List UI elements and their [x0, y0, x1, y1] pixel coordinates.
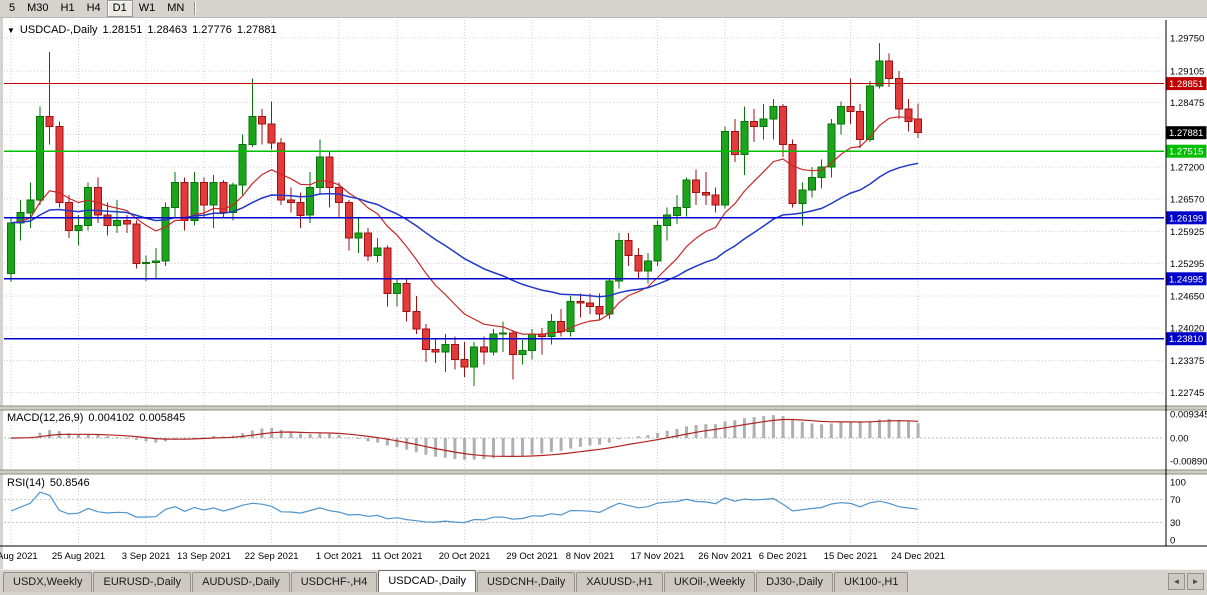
svg-text:15 Dec 2021: 15 Dec 2021 [824, 551, 878, 562]
svg-text:30: 30 [1170, 518, 1181, 529]
timeframe-button-d1[interactable]: D1 [106, 0, 133, 17]
ma-fast-line [10, 116, 919, 336]
svg-text:1.25295: 1.25295 [1170, 259, 1204, 270]
svg-text:1.29750: 1.29750 [1170, 34, 1204, 45]
rsi-value: 50.8546 [49, 477, 90, 489]
chart-dropdown-icon[interactable]: ▼ [7, 25, 15, 35]
svg-text:1 Oct 2021: 1 Oct 2021 [316, 551, 362, 562]
svg-text:13 Sep 2021: 13 Sep 2021 [177, 551, 231, 562]
toolbar-separator [194, 2, 197, 15]
timeframe-button-h4[interactable]: H4 [86, 2, 101, 14]
ma-slow-line [10, 162, 919, 298]
price-chart-canvas[interactable]: 1.297501.291051.284751.278451.272001.265… [0, 18, 1207, 569]
svg-text:1.24995: 1.24995 [1169, 274, 1203, 285]
rsi-line [10, 491, 919, 524]
price-line-label: 1.27515 [1166, 144, 1207, 158]
svg-text:17 Nov 2021: 17 Nov 2021 [631, 551, 685, 562]
current-price-label: 1.27881 [1166, 126, 1207, 140]
chart-title: ▼ USDCAD-,Daily 1.28151 1.28463 1.27776 … [7, 24, 277, 36]
timeframe-toolbar: 5 M30 H1 H4 D1 W1 MN [0, 0, 1207, 18]
svg-text:0: 0 [1170, 536, 1175, 547]
svg-text:-0.00890: -0.00890 [1170, 456, 1207, 467]
candles-series [7, 43, 923, 386]
svg-text:1.26199: 1.26199 [1169, 213, 1203, 224]
svg-text:1.27881: 1.27881 [1169, 128, 1203, 139]
svg-text:1.27200: 1.27200 [1170, 163, 1204, 174]
svg-text:1.22745: 1.22745 [1170, 388, 1204, 399]
chart-tab-xauusd-h1[interactable]: XAUUSD-,H1 [576, 572, 663, 592]
svg-text:1.24020: 1.24020 [1170, 324, 1204, 335]
svg-text:22 Sep 2021: 22 Sep 2021 [245, 551, 299, 562]
svg-text:26 Nov 2021: 26 Nov 2021 [698, 551, 752, 562]
svg-text:1.24650: 1.24650 [1170, 292, 1204, 303]
timeframe-button-m30[interactable]: M30 [27, 2, 49, 14]
svg-text:1.28475: 1.28475 [1170, 98, 1204, 109]
timeframe-button-w1[interactable]: W1 [138, 2, 156, 14]
ohlc-close: 1.27881 [236, 24, 277, 36]
chart-region: 1.297501.291051.284751.278451.272001.265… [0, 18, 1207, 569]
chart-symbol-label: USDCAD-,Daily [19, 24, 98, 36]
svg-text:0.00: 0.00 [1170, 434, 1189, 445]
svg-text:1.26570: 1.26570 [1170, 195, 1204, 206]
svg-text:1.28851: 1.28851 [1169, 79, 1203, 90]
chart-tab-usdchf-h4[interactable]: USDCHF-,H4 [290, 572, 378, 592]
price-scale[interactable]: 1.297501.291051.284751.278451.272001.265… [1170, 34, 1207, 547]
svg-text:70: 70 [1170, 495, 1181, 506]
svg-text:24 Dec 2021: 24 Dec 2021 [891, 551, 945, 562]
rsi-panel[interactable] [4, 491, 1164, 524]
macd-name: MACD(12,26,9) [7, 412, 84, 424]
chart-tab-usdcad-daily[interactable]: USDCAD-,Daily [378, 570, 476, 592]
svg-text:1.23810: 1.23810 [1169, 334, 1203, 345]
chart-tab-dj30-daily[interactable]: DJ30-,Daily [756, 572, 834, 592]
rsi-indicator-label: RSI(14) 50.8546 [7, 477, 90, 489]
svg-text:0.009345: 0.009345 [1170, 410, 1207, 421]
svg-text:6 Dec 2021: 6 Dec 2021 [759, 551, 808, 562]
timeframe-button-5[interactable]: 5 [9, 2, 16, 14]
svg-text:100: 100 [1170, 478, 1186, 489]
chart-tab-audusd-daily[interactable]: AUDUSD-,Daily [192, 572, 290, 592]
chart-tab-ukoil-weekly[interactable]: UKOil-,Weekly [663, 572, 756, 592]
price-line-label: 1.26199 [1166, 211, 1207, 225]
macd-signal-line [10, 418, 919, 458]
timeframe-button-h1[interactable]: H1 [60, 2, 75, 14]
svg-text:11 Oct 2021: 11 Oct 2021 [371, 551, 422, 562]
tab-scroll-controls: ◄ ► [1168, 573, 1204, 592]
chart-tab-eurusd-daily[interactable]: EURUSD-,Daily [93, 572, 192, 592]
svg-text:1.27515: 1.27515 [1169, 147, 1203, 158]
price-line-label: 1.28851 [1166, 77, 1207, 91]
svg-text:20 Oct 2021: 20 Oct 2021 [439, 551, 491, 562]
svg-text:16 Aug 2021: 16 Aug 2021 [0, 551, 38, 562]
ohlc-low: 1.27776 [192, 24, 232, 36]
macd-indicator-label: MACD(12,26,9) 0.004102 0.005845 [7, 412, 185, 424]
svg-text:25 Aug 2021: 25 Aug 2021 [52, 551, 105, 562]
svg-text:1.23375: 1.23375 [1170, 356, 1204, 367]
svg-text:1.25925: 1.25925 [1170, 227, 1204, 238]
tab-scroll-right-button[interactable]: ► [1187, 573, 1204, 590]
chart-tab-bar: USDX,Weekly EURUSD-,Daily AUDUSD-,Daily USD… [0, 569, 1207, 595]
macd-value-main: 0.004102 [88, 412, 135, 424]
chart-tab-usdcnh-daily[interactable]: USDCNH-,Daily [476, 572, 576, 592]
timeframe-button-mn[interactable]: MN [167, 2, 185, 14]
tab-scroll-left-button[interactable]: ◄ [1168, 573, 1185, 590]
horizontal-level-lines[interactable] [4, 82, 1164, 340]
price-line-label: 1.24995 [1166, 272, 1207, 286]
macd-panel[interactable] [4, 415, 1164, 460]
rsi-name: RSI(14) [7, 477, 45, 489]
chart-tab-usdx-weekly[interactable]: USDX,Weekly [3, 572, 93, 592]
macd-value-signal: 0.005845 [139, 412, 186, 424]
svg-text:1.29105: 1.29105 [1170, 66, 1204, 77]
svg-text:8 Nov 2021: 8 Nov 2021 [566, 551, 615, 562]
svg-text:29 Oct 2021: 29 Oct 2021 [506, 551, 558, 562]
price-line-label: 1.23810 [1166, 332, 1207, 346]
time-scale[interactable]: 16 Aug 2021 25 Aug 2021 3 Sep 2021 13 Sep 2… [0, 551, 945, 562]
ohlc-high: 1.28463 [147, 24, 188, 36]
svg-text:3 Sep 2021: 3 Sep 2021 [122, 551, 171, 562]
chart-tab-uk100-h1[interactable]: UK100-,H1 [834, 572, 909, 592]
ohlc-open: 1.28151 [102, 24, 143, 36]
